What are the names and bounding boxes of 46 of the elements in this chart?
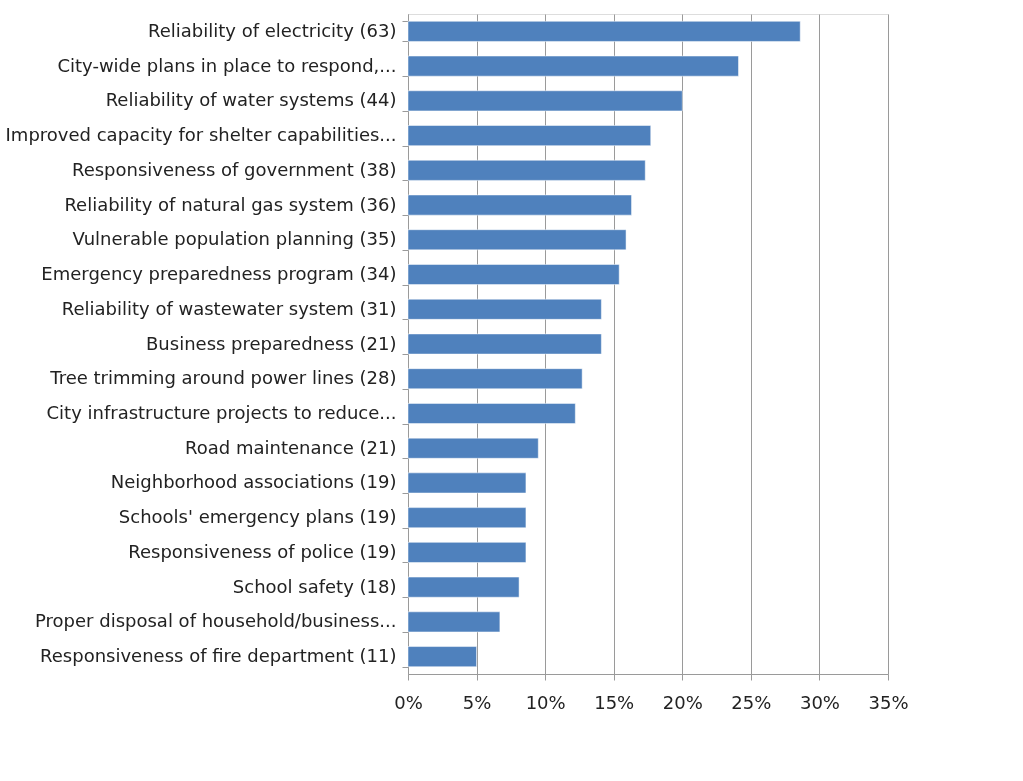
- y-tick-label: Tree trimming around power lines (28): [49, 367, 397, 389]
- x-tick-label: 20%: [662, 691, 703, 713]
- bar: [407, 298, 602, 320]
- y-tick-label: School safety (18): [232, 575, 397, 597]
- y-tick-label: Neighborhood associations (19): [110, 471, 397, 493]
- y-tick-label: Reliability of wastewater system (31): [61, 297, 397, 319]
- bar: [407, 21, 801, 42]
- y-tick-label: Vulnerable population planning (35): [72, 228, 397, 250]
- bar: [407, 403, 576, 424]
- bar: [407, 542, 527, 563]
- x-tick-label: 5%: [462, 691, 492, 713]
- y-tick-label: City-wide plans in place to respond,...: [57, 54, 397, 76]
- bar: [407, 576, 520, 598]
- y-tick-label: Improved capacity for shelter capabilities...: [5, 124, 397, 146]
- y-tick-label: Business preparedness (21): [146, 332, 397, 354]
- y-tick-label: Responsiveness of government (38): [71, 158, 397, 180]
- y-tick-label: Responsiveness of fire department (11): [40, 645, 397, 667]
- bar: [407, 611, 501, 633]
- x-tick-label: 35%: [868, 691, 909, 713]
- bar: [407, 55, 739, 77]
- bar: [407, 437, 539, 459]
- y-tick-label: Road maintenance (21): [185, 436, 397, 458]
- y-tick-label: Emergency preparedness program (34): [41, 263, 397, 285]
- y-tick-label: Schools' emergency plans (19): [118, 506, 397, 528]
- y-tick-label: Reliability of natural gas system (36): [64, 193, 397, 215]
- bar: [407, 646, 477, 667]
- bar: [407, 507, 527, 529]
- y-tick-label: Reliability of water systems (44): [105, 89, 397, 111]
- x-tick-label: 0%: [394, 691, 423, 713]
- y-tick-label: City infrastructure projects to reduce...: [46, 401, 397, 423]
- bar: [407, 472, 527, 494]
- x-tick-label: 15%: [594, 691, 635, 713]
- y-tick-label: Proper disposal of household/business...: [35, 610, 397, 632]
- bar: [407, 368, 583, 390]
- y-tick-label: Reliability of electricity (63): [147, 19, 397, 41]
- x-tick-label: 10%: [525, 691, 566, 713]
- x-tick-label: 30%: [799, 691, 840, 713]
- bar: [407, 264, 620, 285]
- bar: [407, 333, 602, 355]
- bar: [407, 159, 646, 181]
- bar: [407, 229, 627, 251]
- y-tick-label: Responsiveness of police (19): [128, 540, 397, 562]
- bar: [407, 90, 683, 112]
- bar: [407, 194, 632, 216]
- x-tick-label: 25%: [731, 691, 772, 713]
- bar: [407, 125, 651, 146]
